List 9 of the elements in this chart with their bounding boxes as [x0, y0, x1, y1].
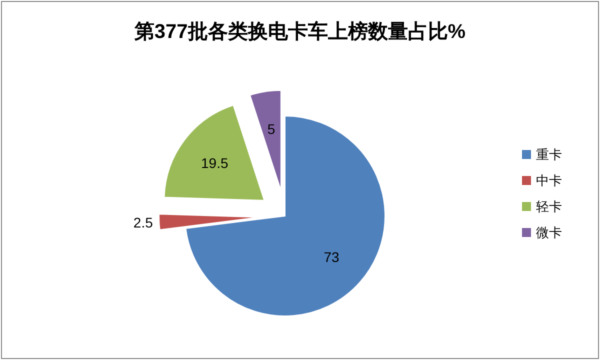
data-label: 73 [324, 249, 340, 265]
data-label: 5 [267, 121, 276, 138]
legend-label: 重卡 [536, 147, 562, 162]
chart-title: 第377批各类换电卡车上榜数量占比% [133, 20, 466, 43]
legend-label: 微卡 [536, 225, 562, 240]
legend-label: 中卡 [536, 173, 562, 188]
data-label: 19.5 [201, 155, 228, 172]
legend-label: 轻卡 [536, 199, 562, 214]
data-label: 2.5 [133, 214, 154, 231]
